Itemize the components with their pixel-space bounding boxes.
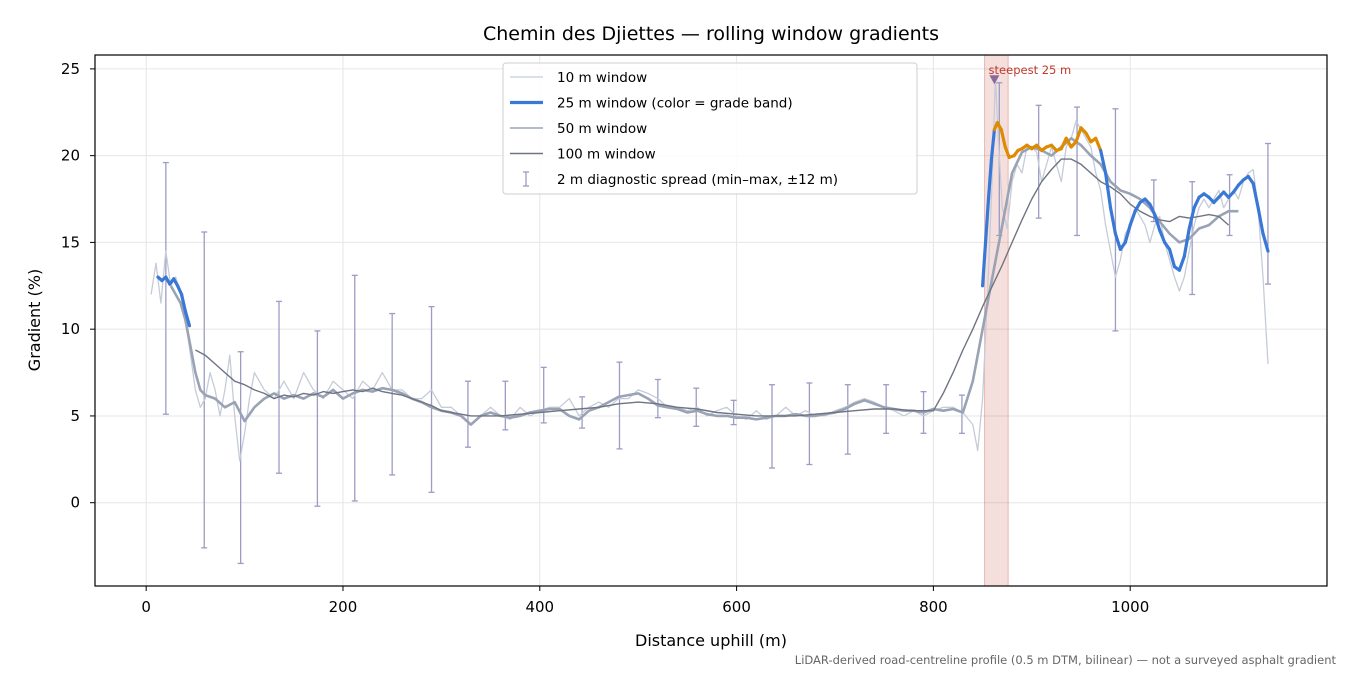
steepest-label: steepest 25 m	[989, 63, 1072, 77]
y-tick-label: 0	[70, 494, 80, 512]
legend-10m: 10 m window	[510, 70, 647, 86]
series-25m-segment	[1099, 148, 1108, 175]
series-25m-segment	[1187, 206, 1196, 231]
series-layer	[150, 76, 1271, 565]
series-25m-segment	[1103, 171, 1113, 210]
legend-label: 100 m window	[557, 147, 656, 163]
plot-frame	[94, 54, 1328, 587]
steepest-marker	[989, 75, 1000, 85]
errorbar-series	[162, 82, 1271, 565]
x-tick-label: 1000	[1111, 598, 1149, 616]
y-axis: 0 5 10 15 20 25	[61, 60, 95, 512]
x-tick-label: 0	[141, 598, 151, 616]
series-25m-segment	[983, 197, 991, 245]
y-tick-label: 25	[61, 60, 80, 78]
series-25m-segment	[179, 292, 188, 314]
series-25m-line	[156, 121, 1270, 328]
x-tick-label: 200	[329, 598, 358, 616]
x-axis: 0 200 400 600 800 1000	[141, 586, 1149, 616]
y-tick-label: 5	[70, 407, 80, 425]
legend-errorbar: 2 m diagnostic spread (min–max, ±12 m)	[523, 171, 838, 188]
series-25m-segment	[1094, 136, 1103, 153]
series-25m-segment	[1128, 209, 1137, 227]
series-25m-segment	[1192, 195, 1201, 210]
legend-50m: 50 m window	[510, 121, 647, 137]
y-tick-label: 20	[61, 147, 80, 165]
legend-25m: 25 m window (color = grade band)	[510, 96, 793, 112]
legend-label: 10 m window	[557, 70, 647, 86]
series-25m-segment	[1003, 145, 1011, 159]
steepest-band	[984, 54, 1009, 587]
footnote: LiDAR-derived road-centreline profile (0…	[795, 653, 1337, 667]
y-axis-label: Gradient (%)	[25, 269, 44, 371]
series-25m-segment	[1182, 226, 1191, 258]
x-tick-label: 600	[722, 598, 751, 616]
series-25m-segment	[1261, 232, 1270, 253]
legend: 10 m window 25 m window (color = grade ba…	[502, 62, 918, 195]
series-25m-segment	[1108, 206, 1118, 236]
series-25m-segment	[989, 128, 996, 161]
series-25m-segment	[1148, 202, 1157, 217]
series-25m-segment	[1153, 213, 1162, 232]
series-25m-segment	[1251, 181, 1260, 210]
legend-100m: 100 m window	[510, 147, 656, 163]
series-50m-line	[169, 137, 1239, 426]
x-tick-label: 800	[919, 598, 948, 616]
series-25m-segment	[999, 128, 1007, 149]
series-25m-segment	[1158, 228, 1167, 245]
series-25m-segment	[986, 157, 994, 201]
series-25m-segment	[1074, 126, 1083, 144]
series-100m-line	[195, 158, 1230, 417]
x-axis-label: Distance uphill (m)	[635, 631, 787, 650]
chart-title: Chemin des Djiettes — rolling window gra…	[483, 23, 939, 45]
series-10m-line	[150, 76, 1269, 462]
series-25m-segment	[1113, 232, 1122, 251]
series-25m-segment	[1167, 247, 1177, 269]
legend-label: 2 m diagnostic spread (min–max, ±12 m)	[557, 172, 838, 188]
legend-label: 25 m window (color = grade band)	[557, 96, 793, 112]
series-25m-segment	[183, 310, 192, 328]
series-25m-segment	[1123, 223, 1132, 245]
y-tick-label: 15	[61, 233, 80, 251]
x-tick-label: 400	[525, 598, 554, 616]
series-25m-segment	[1256, 206, 1265, 236]
series-25m-segment	[980, 240, 988, 288]
series-25m-segment	[1133, 200, 1142, 213]
marker-layer: steepest 25 m	[989, 63, 1072, 85]
legend-box	[502, 62, 918, 195]
legend-label: 50 m window	[557, 121, 647, 137]
series-25m-segment	[1084, 131, 1093, 144]
series-25m-segment	[1177, 254, 1186, 272]
y-tick-label: 10	[61, 320, 80, 338]
